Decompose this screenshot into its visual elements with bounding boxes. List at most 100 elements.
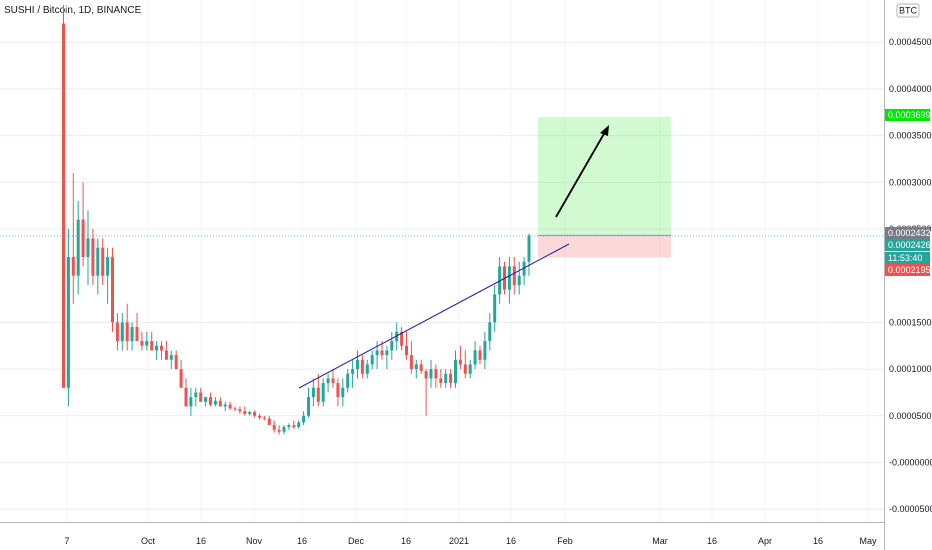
candle-body[interactable]	[258, 415, 261, 418]
candle-body[interactable]	[478, 350, 482, 360]
candle-body[interactable]	[96, 247, 100, 276]
candle-body[interactable]	[213, 400, 217, 405]
candle-body[interactable]	[209, 397, 212, 405]
candle-body[interactable]	[297, 422, 301, 428]
candle-body[interactable]	[204, 397, 208, 402]
candle-body[interactable]	[370, 355, 374, 365]
candle-body[interactable]	[189, 397, 193, 407]
candle-body[interactable]	[86, 238, 90, 258]
candle-body[interactable]	[179, 369, 183, 388]
candle-body[interactable]	[135, 327, 139, 342]
candle-body[interactable]	[160, 345, 163, 351]
candle-body[interactable]	[272, 425, 276, 430]
candle-body[interactable]	[439, 378, 443, 384]
candle-body[interactable]	[419, 364, 423, 371]
candle-body[interactable]	[145, 341, 149, 346]
candle-body[interactable]	[115, 322, 119, 342]
candle-body[interactable]	[311, 387, 315, 398]
candle-body[interactable]	[106, 257, 110, 276]
candle-body[interactable]	[375, 350, 379, 356]
trendline[interactable]	[298, 243, 570, 389]
candle-body[interactable]	[507, 266, 511, 290]
candle-body[interactable]	[409, 355, 413, 370]
candle-body[interactable]	[76, 219, 80, 276]
candle-body[interactable]	[414, 364, 418, 370]
candle-body[interactable]	[125, 322, 129, 342]
candle-body[interactable]	[454, 359, 457, 384]
candle-body[interactable]	[233, 408, 237, 410]
candle-body[interactable]	[473, 350, 477, 365]
candle-body[interactable]	[360, 359, 364, 374]
candle-body[interactable]	[346, 373, 350, 388]
candle-body[interactable]	[316, 387, 320, 402]
candle-body[interactable]	[527, 235, 531, 262]
candle-body[interactable]	[400, 331, 404, 346]
candle-body[interactable]	[111, 257, 114, 323]
candle-body[interactable]	[463, 364, 467, 374]
profit-zone[interactable]	[538, 117, 671, 236]
candle-body[interactable]	[493, 294, 497, 323]
loss-zone[interactable]	[538, 235, 671, 258]
arrow-line[interactable]	[555, 131, 606, 218]
candle-body[interactable]	[498, 266, 502, 295]
candle-body[interactable]	[424, 370, 428, 379]
candle-body[interactable]	[218, 400, 222, 407]
candle-body[interactable]	[81, 219, 85, 258]
candle-body[interactable]	[248, 412, 252, 414]
candle-body[interactable]	[488, 322, 492, 342]
candle-body[interactable]	[262, 417, 266, 419]
candle-body[interactable]	[71, 257, 75, 276]
candle-body[interactable]	[326, 378, 330, 384]
candle-body[interactable]	[429, 369, 433, 379]
candle-body[interactable]	[517, 275, 521, 286]
candle-body[interactable]	[405, 345, 408, 356]
candle-body[interactable]	[155, 345, 159, 351]
candle-body[interactable]	[434, 369, 438, 379]
candle-body[interactable]	[130, 327, 134, 342]
candle-body[interactable]	[512, 266, 516, 286]
candle-body[interactable]	[282, 427, 286, 432]
candle-body[interactable]	[336, 383, 340, 398]
candle-body[interactable]	[223, 404, 227, 407]
candle-body[interactable]	[385, 350, 389, 356]
candle-body[interactable]	[365, 364, 369, 374]
candle-body[interactable]	[174, 355, 178, 370]
candle-body[interactable]	[321, 383, 325, 402]
candle-body[interactable]	[140, 341, 144, 346]
candle-body[interactable]	[101, 247, 105, 276]
candle-body[interactable]	[458, 359, 462, 365]
candle-body[interactable]	[253, 412, 257, 416]
candle-body[interactable]	[356, 359, 359, 370]
candle-body[interactable]	[380, 350, 384, 356]
candle-body[interactable]	[120, 322, 124, 342]
candle-body[interactable]	[483, 341, 487, 360]
candle-body[interactable]	[287, 425, 291, 428]
candle-body[interactable]	[449, 373, 453, 384]
candle-body[interactable]	[199, 392, 203, 402]
candle-body[interactable]	[169, 355, 173, 360]
candle-body[interactable]	[292, 425, 296, 428]
candle-body[interactable]	[66, 257, 70, 388]
candle-body[interactable]	[307, 397, 310, 416]
candle-body[interactable]	[184, 387, 188, 407]
currency-badge[interactable]	[896, 3, 920, 18]
candle-body[interactable]	[468, 364, 472, 374]
candle-body[interactable]	[91, 238, 95, 276]
candle-body[interactable]	[164, 350, 168, 360]
candle-body[interactable]	[277, 429, 281, 432]
candle-body[interactable]	[351, 369, 355, 374]
candle-body[interactable]	[302, 415, 306, 423]
candle-body[interactable]	[331, 378, 335, 384]
candle-body[interactable]	[522, 261, 526, 276]
candle-body[interactable]	[238, 409, 242, 412]
candle-body[interactable]	[267, 418, 271, 426]
candle-body[interactable]	[194, 392, 198, 398]
candle-body[interactable]	[150, 341, 154, 351]
candle-body[interactable]	[62, 23, 65, 388]
candle-body[interactable]	[243, 411, 247, 414]
candle-body[interactable]	[444, 373, 448, 384]
candle-body[interactable]	[228, 404, 232, 409]
candle-body[interactable]	[390, 341, 394, 351]
candle-body[interactable]	[341, 387, 345, 398]
